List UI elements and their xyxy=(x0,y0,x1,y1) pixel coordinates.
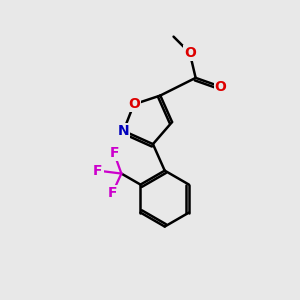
Text: F: F xyxy=(108,186,117,200)
Text: N: N xyxy=(118,124,129,138)
Text: F: F xyxy=(109,146,119,160)
Text: O: O xyxy=(215,80,226,94)
Text: F: F xyxy=(93,164,103,178)
Text: O: O xyxy=(128,98,140,111)
Text: O: O xyxy=(184,46,196,60)
